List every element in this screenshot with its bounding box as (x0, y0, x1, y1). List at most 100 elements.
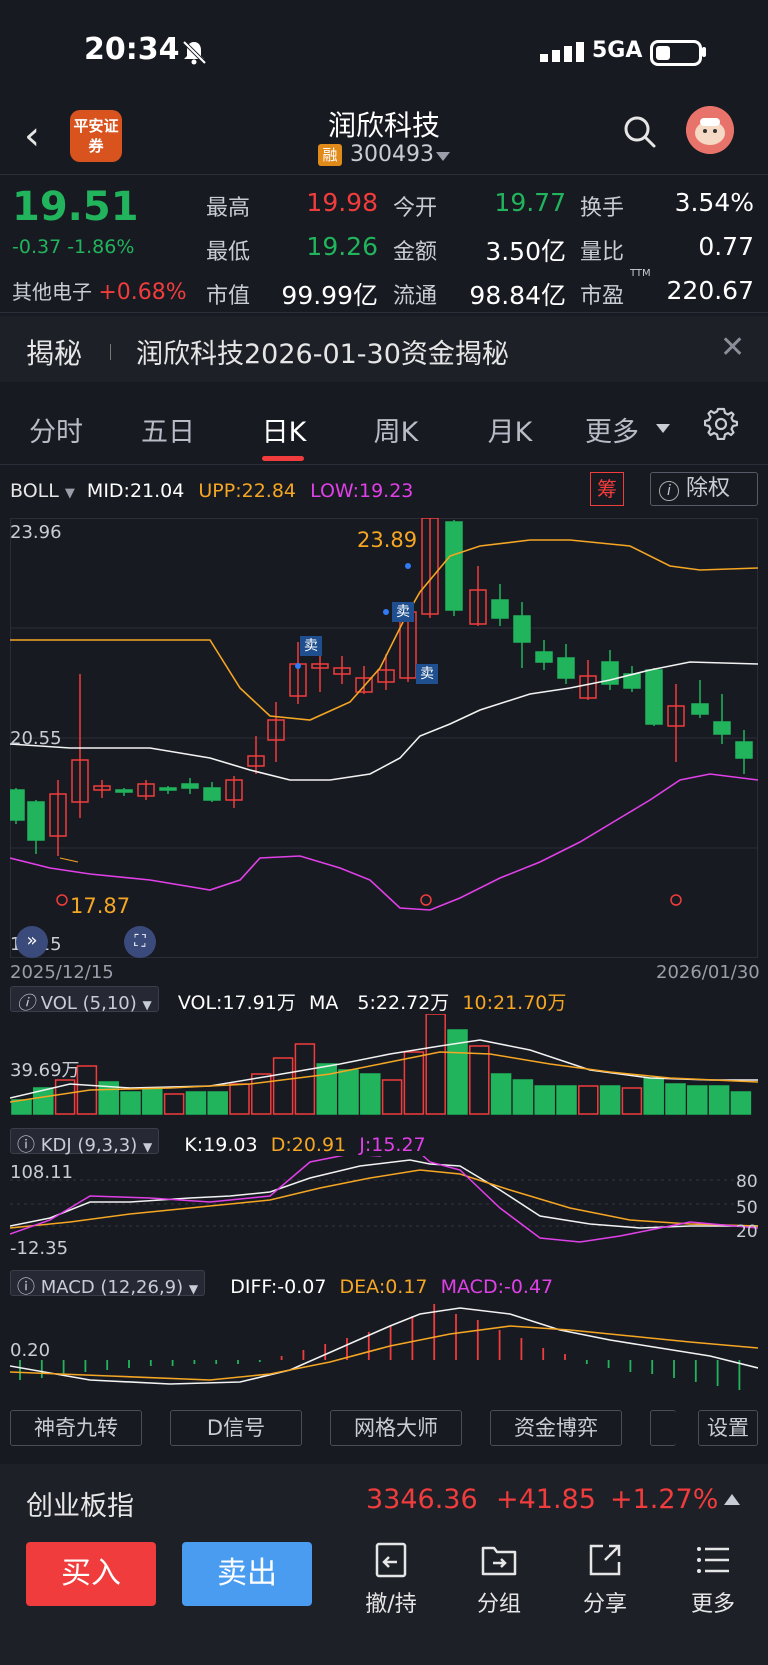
stat-value: 3.50亿 (485, 237, 566, 266)
volume-bar (33, 1087, 54, 1115)
chip-fund-game[interactable]: 资金博弈 (490, 1410, 622, 1446)
candle-body (445, 521, 463, 611)
tab-weekly-k[interactable]: 周K (373, 417, 419, 448)
tab-monthly-k[interactable]: 月K (487, 417, 533, 448)
index-ticker[interactable]: 创业板指 3346.36 +41.85 +1.27% (0, 1464, 768, 1536)
candle-body (27, 801, 45, 841)
tab-intraday[interactable]: 分时 (29, 417, 83, 448)
kdj-k: K:19.03 (184, 1134, 258, 1156)
vol-ma-label: MA (308, 992, 339, 1014)
expand-icon[interactable]: ⛶ (124, 926, 156, 958)
more-button[interactable]: 更多 (668, 1540, 758, 1618)
buy-button[interactable]: 买入 (26, 1542, 156, 1606)
tab-more[interactable]: 更多 (585, 417, 639, 448)
stock-header: ‹ 平安证券 润欣科技 融 300493 (0, 100, 768, 174)
volume-bar (207, 1091, 228, 1115)
volume-bar (229, 1083, 250, 1115)
fund-reveal-banner[interactable]: 揭秘 润欣科技2026-01-30资金揭秘 ✕ (0, 316, 768, 382)
bottom-toolbar: 买入 卖出 撤/持 分组 分享 更多 (0, 1536, 768, 1665)
broker-logo[interactable]: 平安证券 (70, 110, 122, 162)
index-change: +41.85 (496, 1484, 596, 1515)
vol-ma10: 10:21.70万 (462, 992, 567, 1014)
code-dropdown-icon[interactable] (436, 152, 450, 161)
stat-value: 220.67 (666, 276, 754, 305)
sell-marker[interactable]: 卖 (416, 664, 438, 684)
macd-chart[interactable] (10, 1296, 758, 1398)
vol-selector[interactable]: ⓘ VOL (5,10) ▼ (10, 986, 159, 1014)
boll-mid: MID:21.04 (86, 480, 185, 502)
candle-body (735, 741, 753, 759)
boll-header[interactable]: BOLL ▼ MID:21.04 UPP:22.84 LOW:19.23 (10, 480, 413, 502)
group-button[interactable]: 分组 (454, 1540, 544, 1618)
group-label: 分组 (476, 1592, 521, 1617)
macd-axis-label: 0.20 (10, 1340, 51, 1361)
ex-rights-button[interactable]: i 除权 (650, 472, 758, 506)
chevron-down-icon: ▼ (64, 486, 75, 501)
chip-magic-nine[interactable]: 神奇九转 (10, 1410, 142, 1446)
macd-selector[interactable]: ⓘ MACD (12,26,9) ▼ (10, 1270, 206, 1298)
kdj-axis-top: 108.11 (10, 1162, 73, 1183)
chip-grid-master[interactable]: 网格大师 (330, 1410, 462, 1446)
more-label: 更多 (690, 1592, 735, 1617)
stat-label: 市盈 (580, 284, 625, 309)
candle-body (10, 789, 25, 821)
kdj-level-20: 20 (736, 1222, 758, 1242)
avatar[interactable] (686, 106, 734, 154)
kdj-chart[interactable] (10, 1156, 758, 1260)
gear-icon[interactable] (704, 406, 738, 440)
kdj-level-50: 50 (736, 1198, 758, 1218)
menu-icon (697, 1547, 729, 1573)
chevron-down-icon[interactable] (656, 424, 670, 433)
vol-ma5-line (10, 1039, 758, 1099)
stat-value: 19.26 (306, 232, 378, 261)
sell-marker[interactable]: 卖 (392, 602, 414, 622)
volume-bar (381, 1079, 403, 1115)
stock-code[interactable]: 300493 (350, 142, 434, 167)
cancel-hold-button[interactable]: 撤/持 (346, 1540, 436, 1618)
volume-chart[interactable] (10, 1014, 758, 1116)
kdj-selector[interactable]: ⓘ KDJ (9,3,3) ▼ (10, 1128, 160, 1156)
candlestick-chart[interactable] (10, 518, 758, 958)
candle-body (557, 657, 575, 679)
status-bar: 20:34 5GA (0, 0, 768, 100)
info-icon: ⓘ (17, 993, 35, 1014)
stock-name: 润欣科技 (327, 109, 440, 142)
price-axis-top: 23.96 (10, 522, 62, 543)
vol-ma10-line (10, 1051, 758, 1103)
chip-d-signal[interactable]: D信号 (170, 1410, 302, 1446)
sell-marker[interactable]: 卖 (300, 636, 322, 656)
candle-body (579, 675, 597, 699)
chevron-down-icon: ▼ (188, 1282, 199, 1296)
volume-bar (599, 1085, 621, 1115)
fast-forward-icon[interactable]: » (16, 926, 48, 958)
battery-icon (650, 40, 702, 66)
volume-bar (512, 1079, 534, 1115)
candle-body (333, 667, 351, 675)
close-icon[interactable]: ✕ (720, 330, 746, 365)
chevron-up-icon[interactable] (724, 1494, 740, 1505)
volume-bar (708, 1085, 730, 1115)
stat-value: 3.54% (674, 188, 754, 217)
macd-header: ⓘ MACD (12,26,9) ▼ DIFF:-0.07 DEA:0.17 M… (10, 1270, 553, 1298)
share-button[interactable]: 分享 (560, 1540, 650, 1618)
stat-label: 流通 (393, 284, 438, 309)
volume-bar (534, 1085, 555, 1115)
candle-body (421, 518, 439, 615)
volume-bar (251, 1073, 272, 1115)
candle-body (203, 787, 221, 801)
chip-settings[interactable]: 设置 (698, 1410, 758, 1446)
candle-body (311, 663, 329, 669)
sector-info[interactable]: 其他电子 +0.68% (12, 276, 187, 305)
search-icon[interactable] (622, 114, 658, 150)
volume-bar (469, 1045, 490, 1115)
volume-bar (338, 1069, 359, 1115)
signal-dot (405, 563, 411, 569)
last-price: 19.51 (12, 184, 139, 230)
tab-daily-k[interactable]: 日K (261, 417, 307, 448)
chips-button[interactable]: 筹 (590, 472, 624, 506)
date-start: 2025/12/15 (10, 962, 114, 983)
sell-button[interactable]: 卖出 (182, 1542, 312, 1606)
back-chevron-icon[interactable]: ‹ (24, 113, 40, 159)
stat-label: 市值 (206, 284, 251, 309)
tab-five-day[interactable]: 五日 (141, 417, 195, 448)
